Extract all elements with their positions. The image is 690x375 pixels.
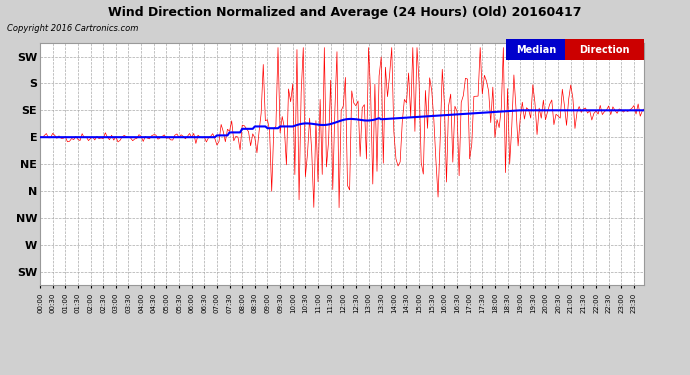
Text: Direction: Direction (580, 45, 630, 55)
Text: Median: Median (515, 45, 556, 55)
Text: Copyright 2016 Cartronics.com: Copyright 2016 Cartronics.com (7, 24, 138, 33)
Text: Wind Direction Normalized and Average (24 Hours) (Old) 20160417: Wind Direction Normalized and Average (2… (108, 6, 582, 19)
